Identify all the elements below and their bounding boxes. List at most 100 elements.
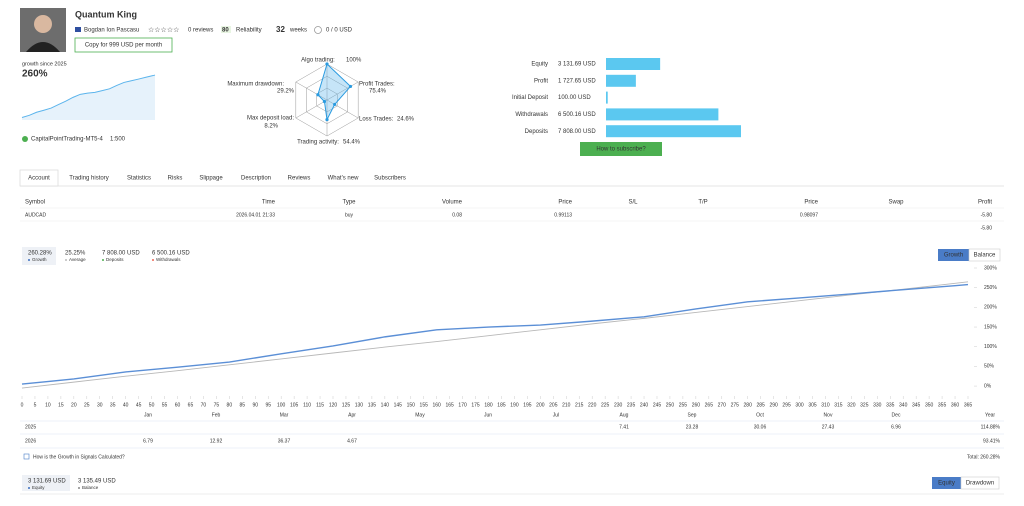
growth-link[interactable]: How is the Growth in Signals Calculated? xyxy=(33,454,125,460)
footer-stat-value: 3 131.69 USD xyxy=(28,479,66,485)
weeks-value: 32 xyxy=(276,25,285,34)
x-tick-label: 225 xyxy=(601,402,610,408)
x-tick-label: 235 xyxy=(627,402,636,408)
active-tab[interactable] xyxy=(19,169,59,187)
tab[interactable]: Subscribers xyxy=(374,176,406,182)
table-header: Price xyxy=(558,200,572,206)
tab[interactable]: Risks xyxy=(168,176,183,182)
x-tick-label: 0 xyxy=(21,402,24,408)
month-label: Feb xyxy=(212,412,221,418)
bar-label: Equity xyxy=(531,62,548,68)
x-tick-label: 70 xyxy=(201,402,207,408)
x-tick-label: 5 xyxy=(34,402,37,408)
stat-value: 7 808.00 USD xyxy=(102,251,140,257)
drawdown-button[interactable] xyxy=(960,476,1000,490)
stat-label: Deposits xyxy=(106,257,124,262)
x-tick-label: 255 xyxy=(679,402,688,408)
tab[interactable]: What's new xyxy=(328,176,359,182)
month-label: Dec xyxy=(892,412,901,418)
x-tick-label: 20 xyxy=(71,402,77,408)
y-tick-label: 150% xyxy=(984,324,997,330)
tab[interactable]: Description xyxy=(241,176,271,182)
radar-value: 24.6% xyxy=(397,117,415,123)
broker-icon xyxy=(22,136,28,142)
x-tick-label: 185 xyxy=(497,402,506,408)
month-label: Oct xyxy=(756,412,764,418)
stat-dot xyxy=(28,487,30,489)
year-label: 2026 xyxy=(25,438,36,444)
tab[interactable]: Slippage xyxy=(199,176,223,182)
subscribe-button-label[interactable]: How to subscribe? xyxy=(596,147,646,153)
stat-dot xyxy=(65,259,67,261)
x-tick-label: 155 xyxy=(420,402,429,408)
x-tick-label: 280 xyxy=(744,402,753,408)
footer-button-label[interactable]: Drawdown xyxy=(966,481,994,487)
bar-value: 100.00 USD xyxy=(558,95,591,101)
x-tick-label: 80 xyxy=(227,402,233,408)
subscribers-icon xyxy=(314,26,322,34)
month-label: Mar xyxy=(280,412,289,418)
growth-button[interactable] xyxy=(938,249,969,261)
stat-value: 25.25% xyxy=(65,251,86,257)
radar-label: Maximum drawdown: xyxy=(227,82,284,88)
balance-button[interactable] xyxy=(968,248,1001,262)
copy-button-label[interactable]: Copy for 999 USD per month xyxy=(85,43,162,49)
x-tick-label: 240 xyxy=(640,402,649,408)
series-line xyxy=(21,281,969,389)
table-header: Profit xyxy=(978,200,992,206)
x-tick-label: 245 xyxy=(653,402,662,408)
reliability-label: Reliability xyxy=(236,28,262,34)
table-cell: 0.98097 xyxy=(800,212,818,218)
tab[interactable]: Statistics xyxy=(127,176,151,182)
x-tick-label: 130 xyxy=(355,402,364,408)
table-header: S/L xyxy=(628,200,638,206)
month-label: Aug xyxy=(620,412,629,418)
x-tick-label: 205 xyxy=(549,402,558,408)
tab[interactable]: Reviews xyxy=(288,176,311,182)
stat-value: 6 500.16 USD xyxy=(152,251,190,257)
x-tick-label: 35 xyxy=(110,402,116,408)
tab[interactable]: Trading history xyxy=(69,176,108,182)
year-cell: 30.06 xyxy=(754,424,767,430)
footer-button-label[interactable]: Equity xyxy=(938,481,955,487)
x-tick-label: 45 xyxy=(136,402,142,408)
x-tick-label: 30 xyxy=(97,402,103,408)
chart-button-label[interactable]: Growth xyxy=(944,253,963,259)
y-tick-label: 100% xyxy=(984,344,997,350)
x-tick-label: 100 xyxy=(277,402,286,408)
radar-area xyxy=(317,63,352,122)
x-tick-label: 150 xyxy=(407,402,416,408)
author-name: Bogdan Ion Pascasu xyxy=(84,28,139,34)
x-tick-label: 140 xyxy=(381,402,390,408)
balance-bar xyxy=(606,58,661,70)
tab[interactable]: Account xyxy=(28,176,50,182)
reviews: 0 reviews xyxy=(188,28,213,34)
x-tick-label: 190 xyxy=(510,402,519,408)
copy-button[interactable] xyxy=(74,37,173,53)
subscribe-button[interactable] xyxy=(580,142,662,156)
x-tick-label: 275 xyxy=(731,402,740,408)
radar-spoke xyxy=(326,81,359,101)
bar-label: Deposits xyxy=(525,129,548,135)
x-tick-label: 25 xyxy=(84,402,90,408)
radar-value: 100% xyxy=(346,58,362,64)
x-tick-label: 345 xyxy=(912,402,921,408)
year-cell: 4.67 xyxy=(347,438,357,444)
x-tick-label: 220 xyxy=(588,402,597,408)
radar-point xyxy=(322,99,327,104)
equity-button[interactable] xyxy=(932,477,961,489)
radar-spoke xyxy=(326,99,359,119)
x-tick-label: 95 xyxy=(265,402,271,408)
month-label: Jan xyxy=(144,412,152,418)
year-total: 93.41% xyxy=(983,438,1001,444)
x-tick-label: 145 xyxy=(394,402,403,408)
radar-spoke xyxy=(295,81,328,101)
x-tick-label: 125 xyxy=(342,402,351,408)
flag xyxy=(75,27,81,32)
balance-bar xyxy=(606,108,719,121)
chart-button-label[interactable]: Balance xyxy=(974,253,996,259)
radar-value: 54.4% xyxy=(343,140,361,146)
bar-value: 7 808.00 USD xyxy=(558,129,596,135)
radar-point xyxy=(333,102,337,107)
x-tick-label: 230 xyxy=(614,402,623,408)
